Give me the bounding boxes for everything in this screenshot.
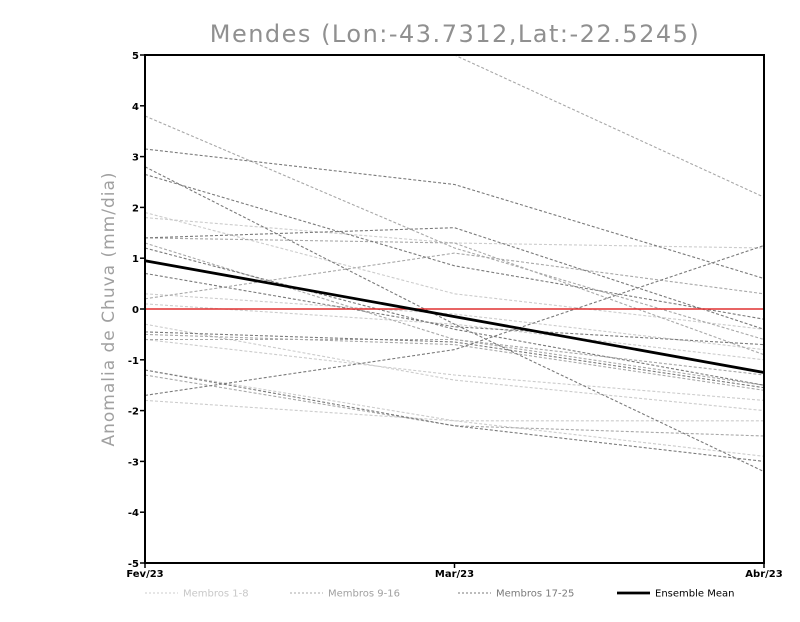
y-tick-label: 4 (132, 102, 139, 113)
y-tick-label: -1 (128, 356, 139, 367)
series-line-ensemble-mean (144, 259, 765, 374)
ensemble-mean-group (144, 259, 765, 374)
chart-title: Mendes (Lon:-43.7312,Lat:-22.5245) (210, 20, 701, 48)
y-tick-label: 0 (132, 305, 139, 316)
series-line-member-14 (145, 374, 764, 437)
y-axis-label: Anomalia de Chuva (mm/dia) (99, 171, 119, 446)
series-line-member-2 (145, 293, 764, 351)
y-tick-label: 3 (132, 153, 139, 164)
legend-label: Ensemble Mean (655, 589, 734, 600)
legend-label: Membros 17-25 (496, 589, 574, 600)
y-tick-label: 1 (132, 254, 139, 265)
y-tick-label: -3 (128, 457, 139, 468)
series-line-member-6 (145, 211, 764, 330)
series-line-member-17 (145, 148, 764, 280)
series-line-member-19 (145, 173, 764, 320)
series-line-member-1 (145, 217, 764, 249)
series-line-member-21 (145, 244, 764, 396)
y-axis: -5 -4 -3 -2 -1 0 1 2 3 4 5 (128, 51, 145, 570)
x-axis: Fev/23 Mar/23 Abr/23 (126, 563, 783, 580)
y-tick-label: 5 (132, 51, 139, 62)
series-line-member-18 (145, 166, 764, 473)
legend-label: Membros 9-16 (328, 589, 400, 600)
series-line-member-3 (145, 323, 764, 412)
x-tick-label: Fev/23 (126, 569, 163, 580)
legend-label: Membros 1-8 (183, 589, 249, 600)
y-tick-label: -5 (128, 559, 139, 570)
series-line-member-5 (145, 338, 764, 401)
series-line-member-22 (145, 272, 764, 346)
series-line-member-10 (447, 55, 764, 198)
series-line-member-20 (145, 227, 764, 330)
member-series-group (145, 55, 764, 473)
x-tick-label: Mar/23 (435, 569, 474, 580)
series-line-member-15 (145, 242, 764, 376)
legend: Membros 1-8 Membros 9-16 Membros 17-25 Ense… (145, 589, 734, 600)
y-tick-label: -4 (128, 508, 139, 519)
series-line-member-23 (145, 247, 764, 386)
series-line-member-4 (145, 399, 764, 457)
x-tick-label: Abr/23 (745, 569, 782, 580)
y-tick-label: 2 (132, 203, 139, 214)
series-line-member-24 (145, 369, 764, 462)
y-tick-label: -2 (128, 407, 139, 418)
